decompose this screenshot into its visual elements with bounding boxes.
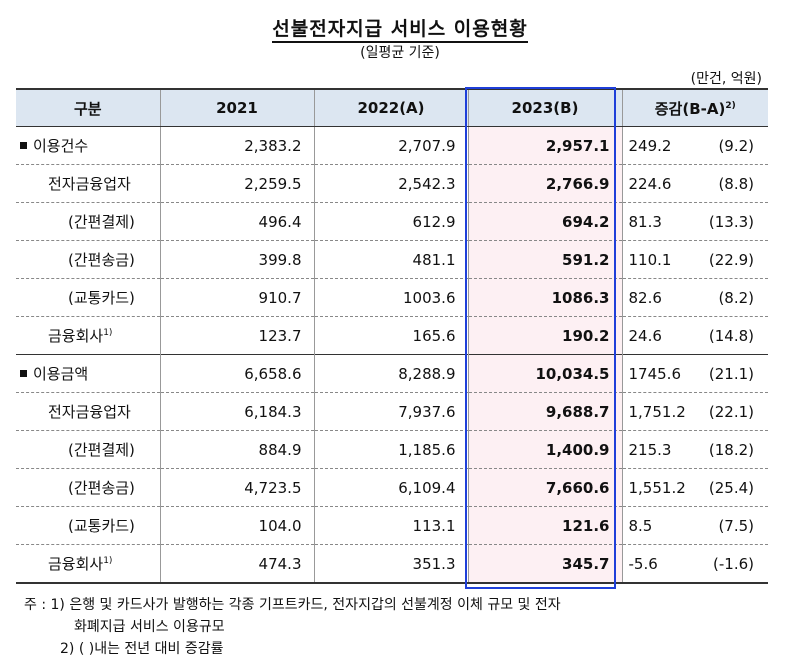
table-cell: 113.1 <box>313 506 469 545</box>
table-cell: -5.6 (-1.6) <box>621 544 768 584</box>
table-cell: 1003.6 <box>313 278 469 317</box>
table-cell: 1,185.6 <box>313 430 469 469</box>
table-cell: 2,766.9 <box>467 164 623 203</box>
table-cell: 9,688.7 <box>467 392 623 431</box>
table-cell: 190.2 <box>467 316 623 355</box>
table-cell: 8,288.9 <box>313 354 469 393</box>
table-cell: 351.3 <box>313 544 469 584</box>
table-cell: 7,937.6 <box>313 392 469 431</box>
table-cell: 1,551.2 (25.4) <box>621 468 768 507</box>
header-category: 구분 <box>16 88 161 127</box>
table-cell: 2,383.2 <box>159 126 315 165</box>
table-header-row: 구분 2021 2022(A) 2023(B) 증감(B-A)2) <box>16 88 768 127</box>
table-cell: 249.2 (9.2) <box>621 126 768 165</box>
table-cell: 399.8 <box>159 240 315 279</box>
table-cell: 910.7 <box>159 278 315 317</box>
table-cell: 215.3 (18.2) <box>621 430 768 469</box>
table-row: (간편송금) 399.8 481.1 591.2 110.1 (22.9) <box>16 240 768 279</box>
table-cell: 2,707.9 <box>313 126 469 165</box>
table-row: (간편송금) 4,723.5 6,109.4 7,660.6 1,551.2 (25.… <box>16 468 768 507</box>
table-row: 이용건수 2,383.2 2,707.9 2,957.1 249.2 (9.2) <box>16 126 768 165</box>
row-label-cell: (교통카드) <box>16 278 161 317</box>
table-row: 전자금융업자 2,259.5 2,542.3 2,766.9 224.6 (8.8) <box>16 164 768 203</box>
table-row: 이용금액 6,658.6 8,288.9 10,034.5 1745.6 (21.1) <box>16 354 768 393</box>
table-cell: 496.4 <box>159 202 315 241</box>
footnote-2: 2) ( )내는 전년 대비 증감률 <box>60 641 224 657</box>
table-cell: 6,658.6 <box>159 354 315 393</box>
header-change: 증감(B-A)2) <box>621 88 768 127</box>
table-cell: 1086.3 <box>467 278 623 317</box>
table-cell: 1,400.9 <box>467 430 623 469</box>
table-cell: 1745.6 (21.1) <box>621 354 768 393</box>
page-title: 선불전자지급 서비스 이용현황 <box>0 14 800 43</box>
table-cell: 474.3 <box>159 544 315 584</box>
row-label-cell: (교통카드) <box>16 506 161 545</box>
row-label-cell: (간편송금) <box>16 240 161 279</box>
table-cell: 104.0 <box>159 506 315 545</box>
table-cell: 6,184.3 <box>159 392 315 431</box>
footnotes: 주 : 1) 은행 및 카드사가 발행하는 각종 기프트카드, 전자지갑의 선불… <box>24 594 561 660</box>
table-cell: 1,751.2 (22.1) <box>621 392 768 431</box>
unit-label: (만건, 억원) <box>690 71 762 87</box>
table-cell: 81.3 (13.3) <box>621 202 768 241</box>
table-cell: 123.7 <box>159 316 315 355</box>
footnote-1-continued: 화폐지급 서비스 이용규모 <box>74 619 225 635</box>
row-label-cell: 이용금액 <box>16 354 161 393</box>
page-subtitle: (일평균 기준) <box>360 45 440 61</box>
table-cell: 10,034.5 <box>467 354 623 393</box>
table-row: 금융회사1) 474.3 351.3 345.7 -5.6 (-1.6) <box>16 544 768 584</box>
square-bullet-icon <box>20 370 27 377</box>
table-cell: 884.9 <box>159 430 315 469</box>
table-cell: 481.1 <box>313 240 469 279</box>
table-cell: 121.6 <box>467 506 623 545</box>
table-cell: 6,109.4 <box>313 468 469 507</box>
header-2022: 2022(A) <box>313 88 469 127</box>
row-label-cell: 금융회사1) <box>16 544 161 584</box>
header-2023: 2023(B) <box>467 88 623 127</box>
table-row: (교통카드) 104.0 113.1 121.6 8.5 (7.5) <box>16 506 768 545</box>
table-cell: 24.6 (14.8) <box>621 316 768 355</box>
row-label-cell: (간편결제) <box>16 202 161 241</box>
prepaid-payment-table: 구분 2021 2022(A) 2023(B) 증감(B-A)2) 이용건수 2… <box>16 88 768 584</box>
square-bullet-icon <box>20 142 27 149</box>
table-cell: 2,542.3 <box>313 164 469 203</box>
footnote-1: 주 : 1) 은행 및 카드사가 발행하는 각종 기프트카드, 전자지갑의 선불… <box>24 597 561 613</box>
row-label-cell: 전자금융업자 <box>16 392 161 431</box>
table-cell: 2,957.1 <box>467 126 623 165</box>
table-cell: 694.2 <box>467 202 623 241</box>
table-row: 전자금융업자 6,184.3 7,937.6 9,688.7 1,751.2 (22.… <box>16 392 768 431</box>
table-row: (간편결제) 884.9 1,185.6 1,400.9 215.3 (18.2) <box>16 430 768 469</box>
table-cell: 7,660.6 <box>467 468 623 507</box>
table-row: 금융회사1) 123.7 165.6 190.2 24.6 (14.8) <box>16 316 768 355</box>
table-cell: 165.6 <box>313 316 469 355</box>
table-cell: 110.1 (22.9) <box>621 240 768 279</box>
table-row: (교통카드) 910.7 1003.6 1086.3 82.6 (8.2) <box>16 278 768 317</box>
table-cell: 345.7 <box>467 544 623 584</box>
table-cell: 224.6 (8.8) <box>621 164 768 203</box>
row-label-cell: (간편송금) <box>16 468 161 507</box>
table-cell: 82.6 (8.2) <box>621 278 768 317</box>
table-row: (간편결제) 496.4 612.9 694.2 81.3 (13.3) <box>16 202 768 241</box>
row-label-cell: 전자금융업자 <box>16 164 161 203</box>
table-cell: 8.5 (7.5) <box>621 506 768 545</box>
header-2021: 2021 <box>159 88 315 127</box>
row-label-cell: 이용건수 <box>16 126 161 165</box>
table-cell: 591.2 <box>467 240 623 279</box>
table-cell: 2,259.5 <box>159 164 315 203</box>
table-cell: 4,723.5 <box>159 468 315 507</box>
row-label-cell: 금융회사1) <box>16 316 161 355</box>
table-cell: 612.9 <box>313 202 469 241</box>
row-label-cell: (간편결제) <box>16 430 161 469</box>
